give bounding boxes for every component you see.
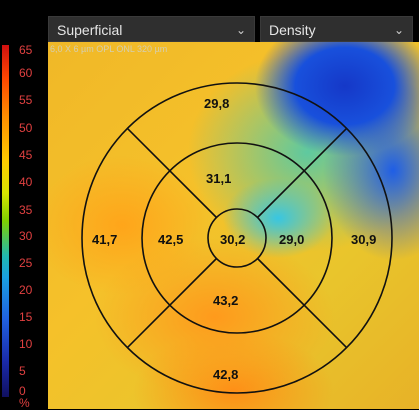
scale-tick: 30 bbox=[19, 229, 33, 243]
sector-divider bbox=[126, 257, 218, 349]
layer-select-value: Superficial bbox=[57, 22, 123, 38]
sector-nasal-inner: 42,5 bbox=[158, 232, 184, 247]
metric-select-value: Density bbox=[269, 22, 316, 38]
density-map[interactable]: 6,0 X 6 µm OPL ONL 320 µm 29,8 31,1 41,7… bbox=[48, 42, 419, 409]
chevron-down-icon: ⌄ bbox=[393, 23, 404, 37]
layer-select[interactable]: Superficial ⌄ bbox=[48, 16, 255, 42]
outer-ring bbox=[81, 82, 393, 394]
scale-tick: 25 bbox=[19, 256, 33, 270]
inner-ring bbox=[141, 142, 333, 334]
sector-superior-outer: 29,8 bbox=[204, 96, 230, 111]
sector-inferior-outer: 42,8 bbox=[213, 367, 239, 382]
scale-tick: 60 bbox=[19, 66, 33, 80]
scale-tick: 50 bbox=[19, 121, 33, 135]
sector-nasal-outer: 41,7 bbox=[92, 232, 118, 247]
sector-inferior-inner: 43,2 bbox=[213, 293, 239, 308]
map-info-label: 6,0 X 6 µm OPL ONL 320 µm bbox=[50, 44, 168, 54]
scale-tick: 35 bbox=[19, 203, 33, 217]
scale-tick: 5 bbox=[19, 364, 26, 378]
sector-divider bbox=[126, 127, 218, 219]
scale-tick: 45 bbox=[19, 148, 33, 162]
sector-superior-inner: 31,1 bbox=[206, 171, 232, 186]
scale-tick: 15 bbox=[19, 310, 33, 324]
sector-temporal-outer: 30,9 bbox=[351, 232, 377, 247]
sector-divider bbox=[256, 127, 348, 219]
scale-tick: 55 bbox=[19, 93, 33, 107]
scale-tick: 0 bbox=[19, 384, 26, 398]
sector-divider bbox=[256, 257, 348, 349]
sector-center: 30,2 bbox=[220, 232, 246, 247]
toolbar: Superficial ⌄ Density ⌄ bbox=[0, 0, 419, 42]
scale-unit: % bbox=[19, 396, 30, 410]
scale-tick: 65 bbox=[19, 43, 33, 57]
scale-tick: 20 bbox=[19, 283, 33, 297]
center-ring bbox=[207, 208, 267, 268]
sector-temporal-inner: 29,0 bbox=[279, 232, 305, 247]
scale-tick: 40 bbox=[19, 175, 33, 189]
chevron-down-icon: ⌄ bbox=[235, 23, 246, 37]
color-scale-bar bbox=[2, 45, 9, 397]
color-scale: 65 60 55 50 45 40 35 30 25 20 15 10 5 0 … bbox=[0, 42, 48, 409]
etdrs-grid-overlay bbox=[81, 82, 393, 394]
metric-select[interactable]: Density ⌄ bbox=[260, 16, 413, 42]
scale-tick: 10 bbox=[19, 337, 33, 351]
